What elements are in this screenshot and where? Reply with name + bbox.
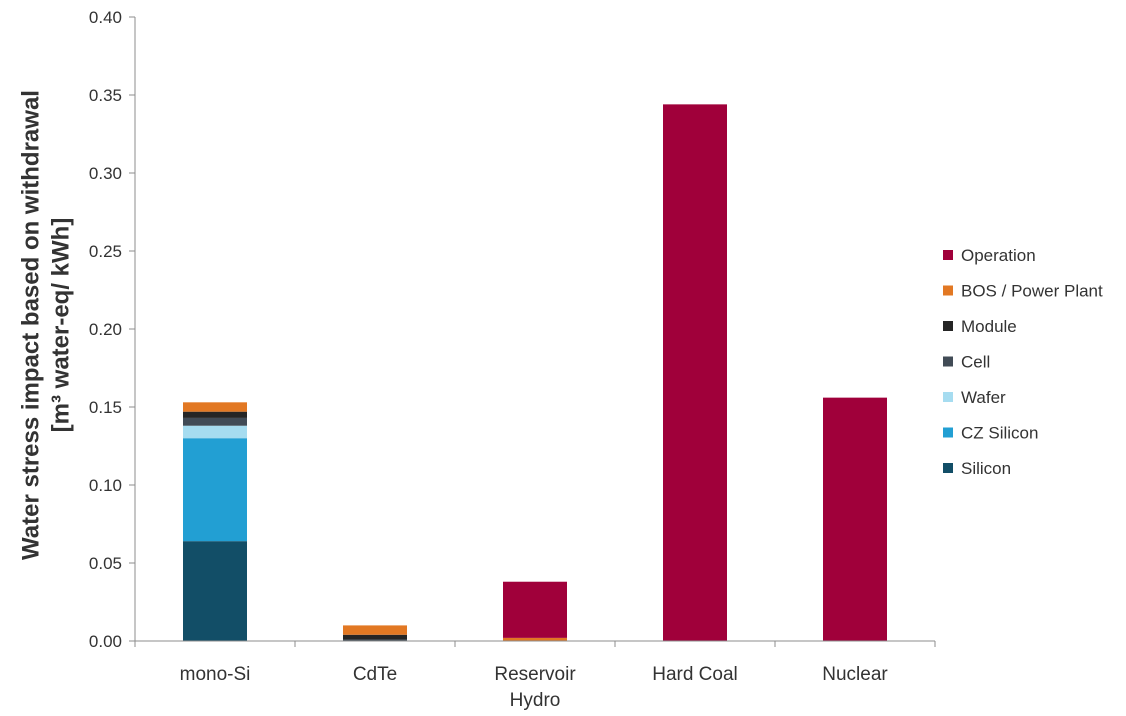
bar-segment — [183, 411, 247, 418]
bar-segment — [183, 541, 247, 641]
legend-swatch — [943, 427, 953, 438]
legend: Operation BOS / Power Plant Module Cell Wafe… — [943, 246, 1103, 478]
bar-segment — [183, 402, 247, 412]
x-category-label: CdTe — [353, 664, 397, 685]
y-tick-label: 0.10 — [89, 476, 122, 495]
y-tick-label: 0.25 — [89, 242, 122, 261]
legend-swatch — [943, 250, 953, 260]
y-tick-label: 0.30 — [89, 164, 122, 183]
y-axis-ticks: 0.00 0.05 0.10 0.15 0.20 0.25 0.30 0.35 0.40 — [89, 8, 135, 651]
x-category-label: Nuclear — [822, 664, 888, 685]
y-axis-label-line: [m³ water-eq/ kWh] — [47, 218, 74, 433]
y-axis-label-line: Water stress impact based on withdrawal — [17, 90, 44, 560]
x-category-label: Hard Coal — [652, 664, 738, 685]
bar-segment — [343, 634, 407, 640]
legend-swatch — [943, 321, 953, 331]
legend-swatch — [943, 392, 953, 402]
bar-segment — [183, 425, 247, 439]
x-category-label: mono-Si — [180, 664, 251, 685]
y-tick-label: 0.00 — [89, 632, 122, 651]
y-axis-label: Water stress impact based on withdrawal[… — [17, 90, 74, 560]
bar-segment — [823, 397, 887, 641]
y-tick-label: 0.20 — [89, 320, 122, 339]
y-tick-label: 0.05 — [89, 554, 122, 573]
legend-label: CZ Silicon — [961, 424, 1038, 443]
bar-segment — [343, 639, 407, 641]
legend-label: BOS / Power Plant — [961, 282, 1103, 301]
legend-label: Operation — [961, 246, 1036, 265]
y-tick-label: 0.15 — [89, 398, 122, 417]
bars — [183, 104, 887, 642]
legend-swatch — [943, 285, 953, 296]
legend-label: Silicon — [961, 459, 1011, 478]
bar-segment — [663, 104, 727, 642]
x-category-label: Reservoir — [494, 664, 576, 685]
bar-segment — [503, 637, 567, 641]
y-tick-label: 0.35 — [89, 86, 122, 105]
bar-segment — [183, 417, 247, 426]
x-axis-labels: mono-Si CdTe Reservoir Hydro Hard Coal Nuclea… — [180, 664, 889, 711]
bar-segment — [343, 625, 407, 635]
legend-label: Wafer — [961, 388, 1006, 407]
bar-segment — [503, 581, 567, 638]
x-category-label: Hydro — [510, 690, 561, 711]
legend-label: Cell — [961, 353, 990, 372]
legend-swatch — [943, 356, 953, 367]
y-tick-label: 0.40 — [89, 8, 122, 27]
x-axis-ticks — [134, 641, 936, 647]
bar-segment — [183, 438, 247, 542]
legend-label: Module — [961, 317, 1017, 336]
legend-swatch — [943, 463, 953, 473]
